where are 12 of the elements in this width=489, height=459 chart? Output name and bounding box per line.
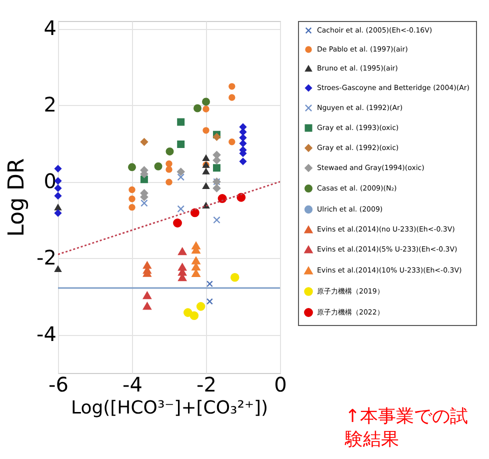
x-tick-label: 0 (274, 372, 287, 396)
y-tick-label: 4 (44, 16, 56, 40)
y-tick-label: -2 (36, 246, 56, 270)
y-tick-label: 2 (44, 92, 56, 117)
x-tick-label: -6 (48, 372, 68, 396)
y-axis-title: Log DR (4, 158, 30, 237)
x-axis-title: Log([HCO³⁻]+[CO₃²⁺]) (70, 398, 268, 418)
y-tick-label: 0 (44, 169, 56, 194)
x-tick-label: -2 (196, 372, 216, 396)
y-tick-label: -4 (36, 322, 56, 346)
x-tick-label: -4 (122, 372, 142, 396)
text: ↑本事業での試験結果 (345, 405, 470, 451)
